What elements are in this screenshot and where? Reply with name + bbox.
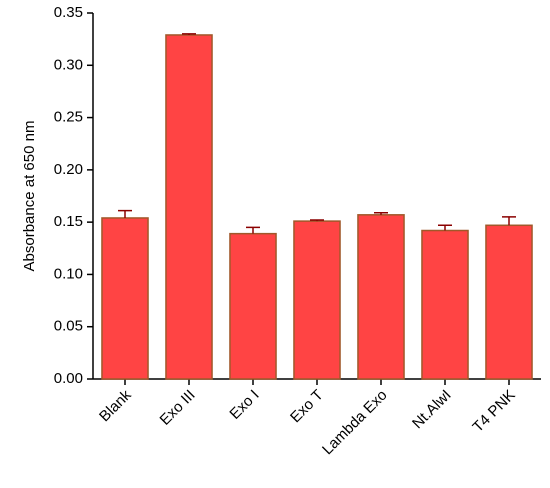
bar [293,220,341,380]
error-bar [374,211,388,215]
x-tick-label: T4 PNK [469,387,518,436]
bar [165,34,213,380]
x-tick-label: Nt.AlwI [409,387,455,433]
x-tick-label: Lambda Exo [319,387,391,459]
y-tick-label: 0.05 [54,318,83,335]
bar [421,229,469,380]
error-bar [118,209,132,218]
bar [357,214,405,380]
y-tick-label: 0.35 [54,4,83,21]
x-tick-label: Exo III [157,387,199,429]
y-tick-label: 0.10 [54,265,83,282]
error-bar [438,224,452,231]
y-axis-label: Absorbance at 650 nm [21,121,38,272]
y-tick-label: 0.15 [54,213,83,230]
x-tick-label: Exo T [287,387,327,427]
bar [485,224,533,380]
y-tick-label: 0.20 [54,161,83,178]
y-tick-label: 0.30 [54,56,83,73]
bar [101,217,149,380]
error-bar [502,216,516,226]
y-tick-label: 0.25 [54,109,83,126]
error-bar [182,33,196,35]
error-bar [246,226,260,234]
y-tick-label: 0.00 [54,370,83,387]
bar [229,232,277,380]
x-tick-label: Exo I [226,387,262,423]
x-tick-label: Blank [96,386,135,425]
error-bar [310,219,324,222]
